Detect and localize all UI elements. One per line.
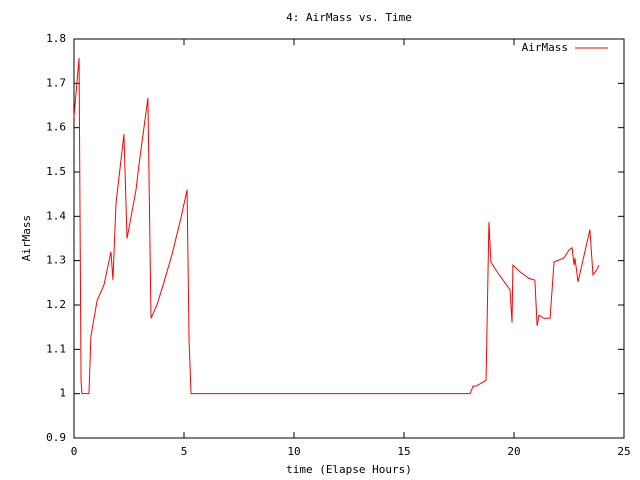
chart-title: 4: AirMass vs. Time [286, 11, 412, 24]
x-tick-label: 20 [507, 445, 520, 458]
y-tick-label: 1.5 [46, 165, 66, 178]
y-tick-label: 1.3 [46, 254, 66, 267]
plot-frame [73, 38, 625, 439]
x-tick-label: 5 [181, 445, 188, 458]
x-axis-label: time (Elapse Hours) [286, 463, 412, 476]
x-tick-label: 10 [287, 445, 300, 458]
y-tick-label: 0.9 [46, 431, 66, 444]
y-axis-label: AirMass [20, 215, 33, 261]
y-tick-label: 1.6 [46, 121, 66, 134]
x-tick-label: 15 [397, 445, 410, 458]
y-tick-label: 1.1 [46, 342, 66, 355]
y-tick-label: 1.4 [46, 209, 66, 222]
x-tick-label: 0 [71, 445, 78, 458]
x-tick-label: 25 [617, 445, 630, 458]
data-line [73, 58, 600, 395]
y-tick-label: 1 [59, 387, 66, 400]
y-tick-label: 1.7 [46, 76, 66, 89]
y-tick-label: 1.2 [46, 298, 66, 311]
y-tick-label: 1.8 [46, 32, 66, 45]
legend-label: AirMass [522, 41, 568, 54]
